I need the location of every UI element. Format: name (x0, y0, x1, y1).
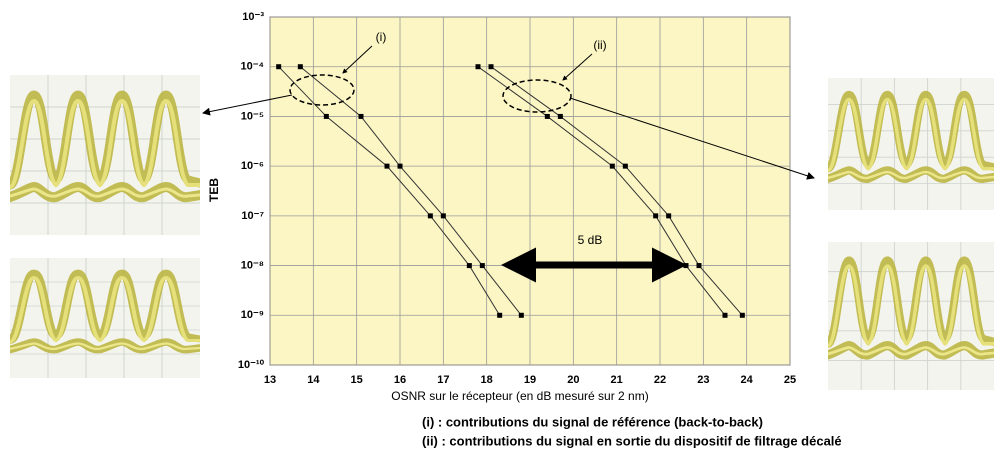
x-tick-label: 21 (611, 374, 623, 386)
arrow (202, 94, 293, 116)
annotation: 5 dB (578, 233, 603, 247)
x-axis-label: OSNR sur le récepteur (en dB mesuré sur … (391, 389, 648, 403)
eye-diagram (828, 78, 994, 210)
point (466, 263, 472, 269)
eye-diagram (10, 75, 200, 235)
y-axis-label: TEB (207, 178, 221, 202)
ellipse (289, 74, 355, 106)
point (544, 113, 550, 119)
point (666, 213, 672, 219)
x-tick-label: 24 (741, 374, 754, 386)
point (557, 113, 563, 119)
point (518, 312, 524, 318)
point (722, 312, 728, 318)
x-tick-label: 20 (567, 374, 579, 386)
point (323, 113, 329, 119)
ellipse (502, 79, 572, 113)
x-tick-label: 16 (394, 374, 406, 386)
point (297, 64, 303, 70)
point (683, 263, 689, 269)
data (276, 64, 745, 318)
y-tick-label: 10⁻⁵ (241, 110, 264, 122)
point (397, 163, 403, 169)
annotation: (i) (376, 30, 387, 44)
grid (269, 16, 791, 366)
point (358, 113, 364, 119)
y-tick-label: 10⁻⁶ (241, 160, 264, 172)
x-tick-label: 18 (481, 374, 493, 386)
leader (342, 45, 373, 74)
note: (i) : contributions du signal de référen… (422, 414, 763, 429)
x-tick-label: 25 (784, 374, 796, 386)
y-tick-label: 10⁻⁸ (241, 259, 264, 271)
point (622, 163, 628, 169)
note: (ii) : contributions du signal en sortie… (422, 433, 842, 448)
y-tick-label: 10⁻¹⁰ (238, 359, 265, 371)
series-line (278, 66, 501, 316)
series-line (477, 66, 726, 316)
x-tick-label: 15 (351, 374, 363, 386)
series-line (490, 66, 743, 316)
x-tick-label: 14 (307, 374, 320, 386)
series-line (300, 66, 522, 316)
x-tick-label: 13 (264, 374, 276, 386)
eye-diagram (828, 242, 994, 390)
x-tick-label: 22 (654, 374, 666, 386)
point (497, 312, 503, 318)
point (276, 64, 282, 70)
y-tick-label: 10⁻³ (242, 11, 264, 23)
arrow (569, 97, 815, 180)
eye-diagram (10, 258, 200, 378)
point (488, 64, 494, 70)
point (609, 163, 615, 169)
y-tick-label: 10⁻⁴ (241, 61, 264, 73)
leader (562, 53, 593, 81)
x-tick-label: 19 (524, 374, 536, 386)
x-tick-label: 23 (697, 374, 709, 386)
point (479, 263, 485, 269)
point (440, 213, 446, 219)
point (739, 312, 745, 318)
y-tick-label: 10⁻⁷ (241, 210, 264, 222)
y-tick-label: 10⁻⁹ (241, 309, 264, 321)
point (696, 263, 702, 269)
point (427, 213, 433, 219)
point (384, 163, 390, 169)
point (475, 64, 481, 70)
annotation: (ii) (593, 38, 606, 52)
x-tick-label: 17 (437, 374, 449, 386)
point (653, 213, 659, 219)
